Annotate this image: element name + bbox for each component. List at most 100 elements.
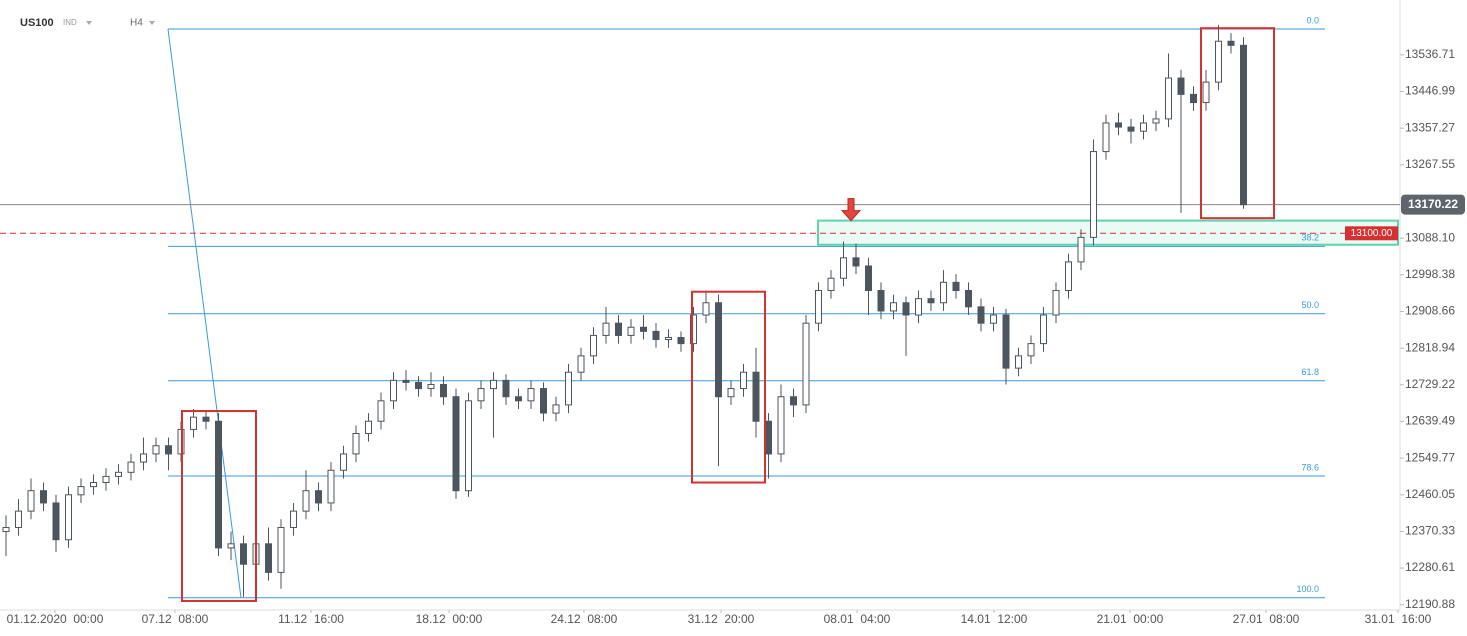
candle-body bbox=[690, 314, 697, 345]
candle-body bbox=[15, 510, 22, 528]
candle-body bbox=[1040, 314, 1047, 345]
candle-body bbox=[877, 289, 885, 312]
y-tick-label: 12998.38 bbox=[1405, 267, 1455, 281]
candle-body bbox=[502, 379, 510, 398]
candle-body bbox=[715, 302, 722, 398]
candle-body bbox=[402, 379, 410, 383]
candle-body bbox=[677, 336, 685, 345]
candle-body bbox=[852, 257, 860, 267]
candle-body bbox=[2, 526, 10, 533]
candle-body bbox=[440, 383, 447, 398]
candle-body bbox=[640, 326, 647, 332]
candle-body bbox=[927, 298, 935, 304]
fib-level-label: 38.2 bbox=[1301, 233, 1319, 243]
candle-body bbox=[1227, 40, 1235, 46]
fib-level-label: 78.6 bbox=[1301, 462, 1319, 472]
candle-body bbox=[652, 330, 660, 341]
y-tick-label: 12639.49 bbox=[1405, 414, 1455, 428]
candle-body bbox=[302, 490, 310, 512]
candle-body bbox=[702, 302, 710, 316]
candle-body bbox=[377, 400, 385, 422]
candle-body bbox=[740, 371, 747, 390]
x-tick-label: 18.12 00:00 bbox=[416, 612, 483, 626]
timeframe[interactable]: H4 bbox=[130, 18, 143, 29]
dropdown-icon[interactable] bbox=[86, 21, 92, 25]
candle-body bbox=[952, 281, 960, 291]
candle-body bbox=[240, 543, 247, 565]
candle-body bbox=[127, 461, 135, 473]
candle-body bbox=[1152, 118, 1160, 124]
candle-body bbox=[1015, 355, 1022, 369]
candle-body bbox=[452, 396, 460, 492]
highlight-box bbox=[691, 290, 766, 484]
symbol[interactable]: US100 bbox=[20, 17, 54, 29]
candle-body bbox=[65, 494, 72, 541]
candle-body bbox=[490, 379, 497, 390]
candle-body bbox=[365, 420, 372, 434]
candle-body bbox=[577, 355, 585, 373]
x-tick-label: 27.01 08:00 bbox=[1233, 612, 1300, 626]
candle-body bbox=[777, 396, 785, 455]
y-tick-label: 12549.77 bbox=[1405, 450, 1455, 464]
candle-body bbox=[815, 289, 822, 324]
candle-body bbox=[1115, 122, 1122, 128]
y-tick-label: 12190.88 bbox=[1405, 597, 1455, 611]
candle-body bbox=[1215, 40, 1222, 83]
candle-body bbox=[1052, 289, 1060, 316]
market: IND bbox=[63, 18, 77, 27]
candle-body bbox=[40, 490, 47, 504]
candle-body bbox=[152, 445, 160, 455]
y-tick-label: 12460.05 bbox=[1405, 487, 1455, 501]
fib-level-label: 50.0 bbox=[1301, 300, 1319, 310]
candle-body bbox=[315, 490, 322, 504]
x-tick-label: 31.12 20:00 bbox=[688, 612, 755, 626]
candle-body bbox=[415, 381, 422, 390]
y-tick-label: 12729.22 bbox=[1405, 377, 1455, 391]
candle-body bbox=[115, 471, 122, 477]
candle-body bbox=[90, 482, 97, 488]
candle-body bbox=[427, 383, 435, 390]
candle-body bbox=[552, 404, 560, 414]
candle-body bbox=[802, 322, 810, 406]
arrow-marker bbox=[840, 198, 862, 222]
candle-body bbox=[1240, 44, 1247, 206]
x-tick-label: 21.01 00:00 bbox=[1097, 612, 1164, 626]
candle-body bbox=[840, 257, 847, 279]
y-tick-label: 12818.94 bbox=[1405, 340, 1455, 354]
candle-body bbox=[1002, 314, 1010, 369]
candle-body bbox=[827, 277, 835, 291]
candle-body bbox=[627, 326, 635, 336]
y-tick-label: 12370.33 bbox=[1405, 524, 1455, 538]
current-price-badge bbox=[1401, 194, 1465, 215]
candle-body bbox=[102, 475, 110, 484]
candle-body bbox=[727, 388, 735, 398]
candle-body bbox=[665, 336, 672, 341]
fib-level-label: 0.0 bbox=[1306, 15, 1319, 25]
level-badge bbox=[1345, 226, 1398, 241]
x-tick-label: 07.12 08:00 bbox=[142, 612, 209, 626]
x-tick-label: 14.01 12:00 bbox=[961, 612, 1028, 626]
dropdown-icon[interactable] bbox=[149, 21, 155, 25]
candle-body bbox=[990, 314, 997, 324]
current-price-label: 13170.22 bbox=[1408, 197, 1458, 211]
candle-body bbox=[27, 490, 35, 512]
candle-body bbox=[902, 302, 910, 316]
candle-body bbox=[390, 379, 397, 402]
candle-body bbox=[1140, 122, 1147, 132]
candle-body bbox=[477, 388, 485, 402]
candle-body bbox=[190, 416, 197, 430]
candle-body bbox=[1102, 122, 1110, 153]
candle-body bbox=[915, 298, 922, 316]
candle-body bbox=[977, 306, 985, 324]
candle-body bbox=[890, 302, 897, 312]
y-tick-label: 12908.66 bbox=[1405, 304, 1455, 318]
y-tick-label: 13088.10 bbox=[1405, 230, 1455, 244]
candle-body bbox=[515, 396, 522, 402]
x-tick-label: 31.01 16:00 bbox=[1365, 612, 1432, 626]
fib-level-label: 61.8 bbox=[1301, 367, 1319, 377]
candle-body bbox=[140, 453, 147, 463]
y-tick-label: 13267.55 bbox=[1405, 157, 1455, 171]
candle-body bbox=[52, 502, 60, 541]
candle-body bbox=[602, 322, 610, 336]
